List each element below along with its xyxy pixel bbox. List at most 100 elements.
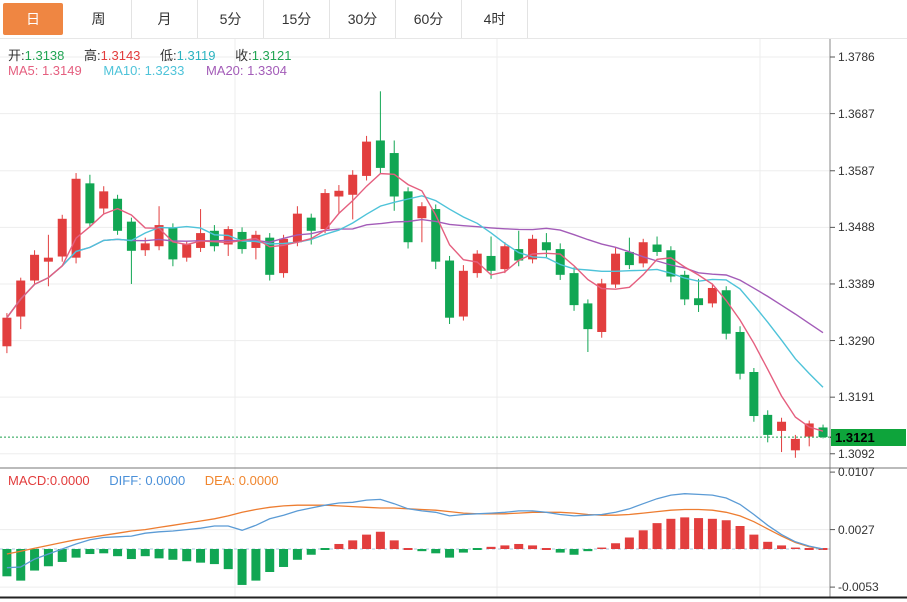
candle-body xyxy=(223,229,233,245)
macd-bar xyxy=(763,541,773,549)
candle-body xyxy=(2,317,12,347)
candle-body xyxy=(541,242,551,251)
price-axis-label: 1.3587 xyxy=(838,163,875,178)
macd-bar xyxy=(445,549,455,558)
tab-周[interactable]: 周 xyxy=(66,0,132,38)
ohlc-readout: 开:1.3138 高:1.3143 低:1.3119 收:1.3121 xyxy=(8,45,307,64)
macd-bar xyxy=(541,548,551,550)
macd-bar xyxy=(818,548,828,550)
macd-bar xyxy=(528,545,538,549)
tab-4时[interactable]: 4时 xyxy=(462,0,528,38)
candle-body xyxy=(569,273,579,306)
price-axis-label: 1.3488 xyxy=(838,220,875,235)
macd-bar xyxy=(638,530,648,549)
price-axis-label: 1.3191 xyxy=(838,390,875,405)
price-axis-label: 1.3389 xyxy=(838,276,875,291)
candle-body xyxy=(500,246,510,270)
macd-bar xyxy=(154,549,164,559)
macd-bar xyxy=(735,526,745,549)
low-label: 低: xyxy=(160,48,177,63)
candle-body xyxy=(306,217,316,231)
macd-axis-label: 0.0107 xyxy=(838,465,875,480)
candle-body xyxy=(666,250,676,277)
candle-body xyxy=(99,191,109,209)
macd-bar xyxy=(403,548,413,550)
candle-body xyxy=(818,427,828,438)
macd-bar xyxy=(279,549,289,567)
candle-body xyxy=(334,190,344,197)
dea-line xyxy=(6,504,824,555)
tab-60分[interactable]: 60分 xyxy=(396,0,462,38)
candle-body xyxy=(403,191,413,243)
macd-bar xyxy=(694,518,704,549)
candle-body xyxy=(528,238,538,260)
macd-bar xyxy=(624,537,634,549)
ma5-label: MA5: xyxy=(8,63,39,78)
candle-body xyxy=(209,230,219,247)
tab-日[interactable]: 日 xyxy=(0,0,66,38)
candle-body xyxy=(182,244,192,258)
macd-bar xyxy=(113,549,123,557)
macd-bar xyxy=(251,549,261,581)
candle-body xyxy=(265,237,275,275)
candle-body xyxy=(694,298,704,306)
price-axis-label: 1.3687 xyxy=(838,106,875,121)
candle-body xyxy=(154,225,164,247)
macd-bar xyxy=(597,547,607,549)
candle-body xyxy=(431,209,441,262)
candle-body xyxy=(445,260,455,318)
current-price-badge: 1.3121 xyxy=(831,429,906,446)
candle-body xyxy=(57,218,67,257)
candle-body xyxy=(597,283,607,332)
macd-bar xyxy=(721,520,731,549)
candle-body xyxy=(749,372,759,417)
candle-body xyxy=(486,255,496,271)
candle-body xyxy=(804,423,814,437)
macd-bar xyxy=(223,549,233,570)
candle-body xyxy=(113,198,123,231)
macd-bar xyxy=(348,540,358,549)
candle-body xyxy=(652,244,662,252)
candle-body xyxy=(624,251,634,266)
macd-axis-label: 0.0027 xyxy=(838,522,875,537)
macd-bar xyxy=(168,549,178,560)
macd-axis-label: -0.0053 xyxy=(838,580,879,595)
low-value: 1.3119 xyxy=(176,48,216,63)
ma10-label: MA10: xyxy=(103,63,141,78)
dea-value: 0.0000 xyxy=(238,473,279,488)
candle-body xyxy=(514,249,524,261)
open-label: 开: xyxy=(8,48,25,63)
tab-5分[interactable]: 5分 xyxy=(198,0,264,38)
candle-body xyxy=(735,331,745,374)
macd-bar xyxy=(375,531,385,549)
ma-layer xyxy=(6,172,824,432)
macd-bar xyxy=(804,548,814,550)
macd-bar xyxy=(99,549,109,554)
tab-15分[interactable]: 15分 xyxy=(264,0,330,38)
candle-body xyxy=(638,242,648,264)
candle-body xyxy=(375,140,385,168)
macd-bar xyxy=(486,546,496,549)
candle-body xyxy=(763,414,773,435)
candle-body xyxy=(417,206,427,219)
high-label: 高: xyxy=(84,48,101,63)
tab-月[interactable]: 月 xyxy=(132,0,198,38)
macd-bar xyxy=(57,549,67,562)
open-value: 1.3138 xyxy=(24,48,65,63)
candle-body xyxy=(168,227,178,260)
candle-body xyxy=(707,287,717,304)
macd-bar xyxy=(85,549,95,555)
candle-body xyxy=(320,193,330,230)
macd-bar xyxy=(334,543,344,549)
macd-bar xyxy=(182,549,192,562)
tab-30分[interactable]: 30分 xyxy=(330,0,396,38)
macd-bar xyxy=(417,549,427,552)
candle-body xyxy=(790,438,800,451)
candle-body xyxy=(680,274,690,300)
macd-bar xyxy=(43,549,53,567)
candle-body xyxy=(140,243,150,251)
ma20-value: 1.3304 xyxy=(247,63,287,78)
close-label: 收: xyxy=(235,48,252,63)
